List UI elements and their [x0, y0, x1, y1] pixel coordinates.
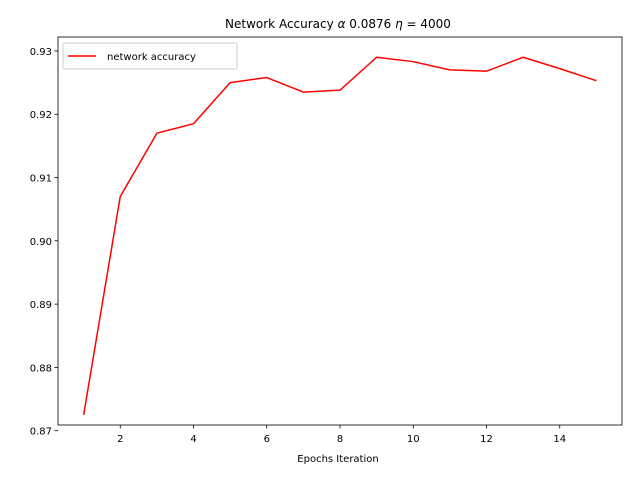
title-eta-symbol: η — [395, 17, 403, 31]
x-axis-label: Epochs Iteration — [297, 454, 378, 465]
legend-label: network accuracy — [107, 52, 196, 63]
legend: network accuracy — [62, 42, 238, 70]
chart-title: Network Accuracy α 0.0876 η = 4000 — [225, 17, 451, 31]
x-tick-label: 6 — [264, 434, 270, 445]
x-tick-label: 14 — [553, 434, 566, 445]
title-alpha-symbol: α — [338, 17, 346, 31]
x-tick-label: 10 — [407, 434, 420, 445]
y-axis: 0.87 0.88 0.89 0.90 0.91 0.92 0.93 — [30, 47, 58, 438]
y-tick-label: 0.89 — [30, 300, 52, 311]
series-line-0 — [82, 56, 597, 415]
x-tick-label: 4 — [190, 434, 196, 445]
y-tick-label: 0.90 — [30, 237, 52, 248]
x-axis: 2 4 6 8 10 12 14 — [117, 425, 566, 445]
y-tick-label: 0.87 — [30, 427, 52, 438]
x-tick-label: 2 — [117, 434, 123, 445]
y-tick-label: 0.91 — [30, 174, 52, 185]
y-tick-label: 0.93 — [30, 47, 52, 58]
title-alpha-value: 0.0876 — [345, 17, 395, 31]
y-tick-label: 0.92 — [30, 110, 52, 121]
series-layer — [82, 56, 597, 415]
legend-box — [62, 42, 238, 70]
x-tick-label: 8 — [337, 434, 343, 445]
y-tick-label: 0.88 — [30, 363, 52, 374]
title-eta-value: = 4000 — [403, 17, 451, 31]
x-tick-label: 12 — [480, 434, 493, 445]
title-prefix: Network Accuracy — [225, 17, 338, 31]
